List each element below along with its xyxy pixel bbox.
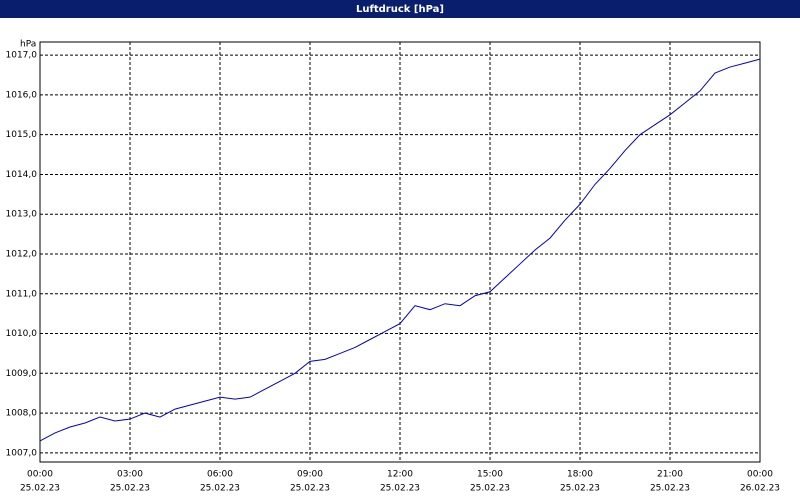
y-unit: hPa	[20, 40, 36, 50]
x-tick-label: 00:00	[747, 470, 773, 480]
title-bar	[0, 0, 800, 18]
x-tick-label: 09:00	[297, 470, 323, 480]
x-tick-date: 25.02.23	[200, 484, 240, 494]
y-tick-label: 1017,0	[6, 51, 38, 61]
x-tick-label: 12:00	[387, 470, 413, 480]
y-tick-label: 1011,0	[6, 289, 38, 299]
x-tick-date: 25.02.23	[20, 484, 60, 494]
y-tick-label: 1014,0	[6, 170, 38, 180]
x-tick-label: 15:00	[477, 470, 503, 480]
x-tick-label: 18:00	[567, 470, 593, 480]
y-tick-label: 1016,0	[6, 90, 38, 100]
chart-title: Luftdruck [hPa]	[356, 4, 444, 15]
line	[39, 58, 761, 442]
x-tick-label: 03:00	[117, 470, 143, 480]
y-tick-label: 1010,0	[6, 329, 38, 339]
x-tick-label: 21:00	[657, 470, 683, 480]
y-tick-label: 1007,0	[6, 448, 38, 458]
y-tick-label: 1008,0	[6, 409, 38, 419]
x-tick-date: 25.02.23	[110, 484, 150, 494]
y-tick-label: 1013,0	[6, 210, 38, 220]
x-tick-date: 25.02.23	[560, 484, 600, 494]
x-tick-label: 06:00	[207, 470, 233, 480]
x-tick-date: 26.02.23	[740, 484, 780, 494]
x-tick-date: 25.02.23	[380, 484, 420, 494]
x-tick-date: 25.02.23	[650, 484, 690, 494]
y-tick-label: 1012,0	[6, 249, 38, 259]
y-tick-label: 1009,0	[6, 369, 38, 379]
x-tick-label: 00:00	[27, 470, 53, 480]
y-tick-label: 1015,0	[6, 130, 38, 140]
x-tick-date: 25.02.23	[470, 484, 510, 494]
x-tick-date: 25.02.23	[290, 484, 330, 494]
